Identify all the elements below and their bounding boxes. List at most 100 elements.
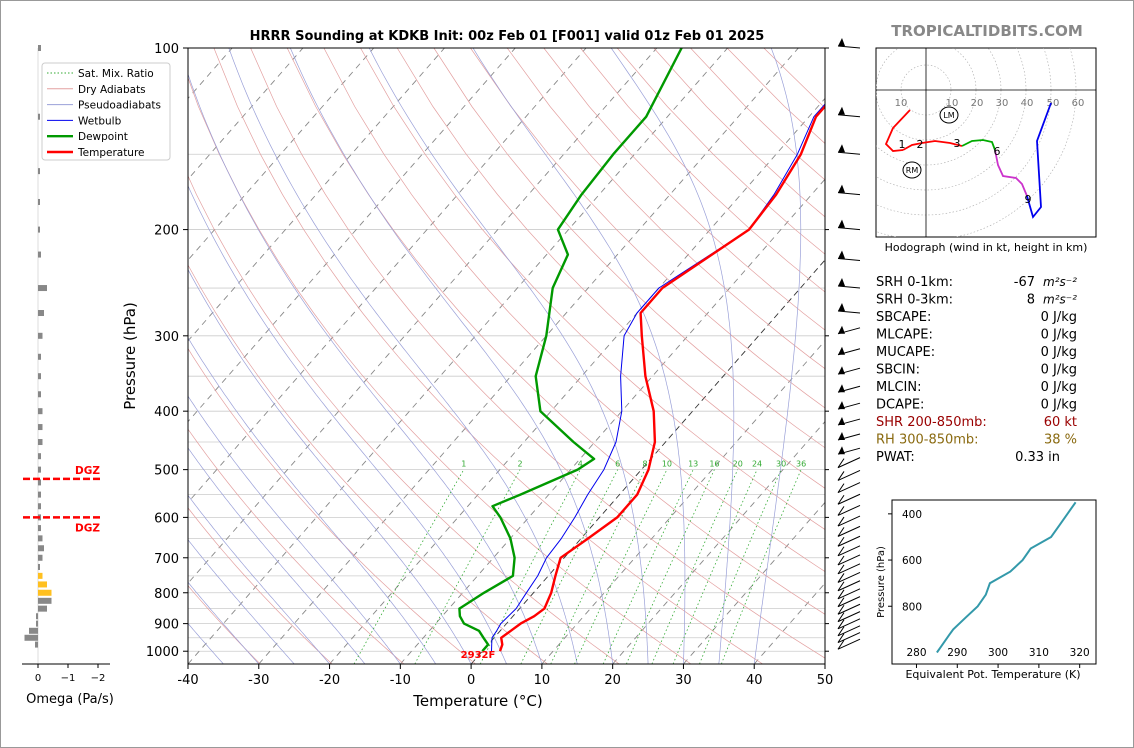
mixing-ratio-label: 10 bbox=[662, 460, 672, 469]
wind-barb-feather bbox=[837, 589, 845, 600]
pseudoadiabat bbox=[188, 73, 543, 664]
wind-barbs bbox=[837, 38, 861, 650]
index-value: 0 J/kg bbox=[1041, 398, 1077, 413]
mixing-ratio-line bbox=[574, 469, 668, 664]
temperature-line bbox=[498, 104, 825, 652]
mixing-ratio-label: 8 bbox=[643, 460, 648, 469]
theta-e-panel: 280 290 300 310 320 400 600 800 bbox=[888, 499, 1097, 668]
dry-adiabat bbox=[188, 264, 548, 664]
wind-barb bbox=[837, 603, 861, 615]
pseudoadiabat bbox=[188, 395, 401, 664]
omega-bar bbox=[38, 408, 43, 415]
omega-bar bbox=[38, 285, 47, 292]
temp-tick-label: -20 bbox=[319, 673, 340, 688]
dry-adiabat bbox=[286, 48, 825, 615]
hodograph-height-label: 6 bbox=[994, 145, 1001, 158]
legend-label-sat_mix: Sat. Mix. Ratio bbox=[78, 68, 154, 80]
mixing-ratio-label: 24 bbox=[752, 460, 762, 469]
hodograph-rm-marker bbox=[902, 161, 922, 179]
mixing-ratio-line bbox=[721, 469, 802, 664]
dry-adiabat bbox=[506, 48, 825, 370]
omega-panel: 0 −1 −2 DGZ DGZ bbox=[22, 45, 110, 684]
index-value: 0 J/kg bbox=[1041, 345, 1077, 360]
pressure-tick-label: 400 bbox=[154, 405, 179, 420]
dry-adiabat bbox=[213, 48, 763, 664]
dry-adiabat bbox=[433, 48, 825, 449]
wind-barb bbox=[837, 580, 861, 592]
legend-label-dry: Dry Adiabats bbox=[78, 84, 146, 96]
index-label: SBCAPE: bbox=[876, 310, 931, 325]
omega-tick-label: −1 bbox=[61, 673, 76, 684]
index-value: 0 J/kg bbox=[1041, 380, 1077, 395]
hodograph-ring-label: 40 bbox=[1021, 98, 1034, 109]
temp-tick-label: 30 bbox=[675, 673, 692, 688]
pseudoadiabat bbox=[472, 48, 686, 664]
wind-barb-feather bbox=[837, 619, 845, 630]
wind-barb bbox=[837, 611, 861, 623]
hodograph-height-label: 3 bbox=[954, 137, 961, 150]
pressure-tick-label: 900 bbox=[154, 618, 179, 633]
temp-tick-label: 50 bbox=[817, 673, 834, 688]
theta-e-line bbox=[936, 501, 1077, 654]
mixing-ratio-line bbox=[550, 469, 646, 664]
dry-adiabat bbox=[360, 48, 825, 530]
dry-adiabat bbox=[396, 48, 825, 489]
wind-barb-feather bbox=[837, 573, 845, 583]
dry-adiabat bbox=[188, 175, 620, 664]
wind-barb bbox=[837, 515, 861, 527]
wind-barb-flag bbox=[838, 366, 845, 375]
isotherm bbox=[188, 48, 658, 584]
hodograph-height-label: 2 bbox=[917, 138, 924, 151]
wind-barb-feather bbox=[837, 516, 845, 527]
omega-bar bbox=[38, 424, 43, 431]
wind-barb-feather bbox=[837, 471, 845, 481]
wind-barb-flag bbox=[838, 325, 845, 334]
theta-e-xtick-label: 280 bbox=[906, 647, 926, 659]
index-unit: m²s⁻² bbox=[1043, 275, 1077, 289]
wind-barb-flag bbox=[838, 106, 845, 115]
dry-adiabat bbox=[188, 347, 476, 664]
wind-barb bbox=[837, 596, 861, 608]
wind-barb bbox=[837, 285, 861, 289]
pseudoadiabat bbox=[188, 337, 436, 664]
temp-tick-label: 40 bbox=[746, 673, 763, 688]
wind-barb bbox=[837, 192, 861, 196]
pseudoadiabat bbox=[753, 48, 802, 664]
dry-adiabat bbox=[188, 428, 405, 664]
pseudoadiabat bbox=[188, 268, 472, 664]
hodograph-ring-label: 50 bbox=[1047, 98, 1060, 109]
omega-bar bbox=[38, 373, 41, 380]
wind-barb-feather bbox=[837, 458, 845, 468]
wind-barb-feather bbox=[837, 626, 845, 637]
temp-tick-label: 10 bbox=[534, 673, 551, 688]
hodograph-frame bbox=[875, 47, 1097, 238]
omega-bar bbox=[38, 491, 41, 498]
wind-barb-flag bbox=[838, 432, 845, 441]
dry-adiabat bbox=[250, 48, 825, 659]
wind-barb bbox=[837, 545, 861, 557]
temp-tick-label: -40 bbox=[177, 673, 198, 688]
theta-e-ylabel: Pressure (hPa) bbox=[876, 546, 887, 618]
legend-label-dewpoint: Dewpoint bbox=[78, 131, 128, 143]
theta-e-ytick-label: 600 bbox=[902, 555, 922, 567]
mixing-ratio-line bbox=[479, 469, 581, 664]
wind-barb bbox=[837, 563, 861, 575]
pseudoadiabat bbox=[188, 539, 295, 664]
wind-barb bbox=[837, 257, 861, 261]
index-value: 60 kt bbox=[1044, 415, 1077, 430]
dry-adiabat bbox=[188, 507, 333, 664]
dry-adiabat bbox=[543, 48, 825, 331]
theta-e-ytick-label: 400 bbox=[902, 509, 922, 521]
omega-bar bbox=[38, 525, 41, 532]
wind-barb bbox=[837, 638, 861, 650]
index-value: 8 bbox=[1027, 293, 1035, 308]
omega-tick-label: −2 bbox=[91, 673, 106, 684]
isotherm bbox=[188, 48, 728, 664]
mixing-ratio-line bbox=[353, 469, 465, 664]
omega-bar bbox=[38, 581, 47, 588]
isotherm bbox=[188, 48, 304, 180]
hodograph-height-label: 9 bbox=[1025, 193, 1032, 206]
omega-bar bbox=[36, 613, 38, 620]
pressure-tick-label: 800 bbox=[154, 587, 179, 602]
